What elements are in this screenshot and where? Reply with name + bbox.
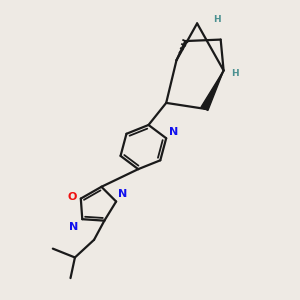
- Text: O: O: [67, 192, 76, 202]
- Text: N: N: [169, 127, 178, 137]
- Text: N: N: [70, 222, 79, 232]
- Text: N: N: [118, 189, 128, 199]
- Polygon shape: [201, 70, 224, 110]
- Text: H: H: [231, 69, 238, 78]
- Text: H: H: [213, 15, 221, 24]
